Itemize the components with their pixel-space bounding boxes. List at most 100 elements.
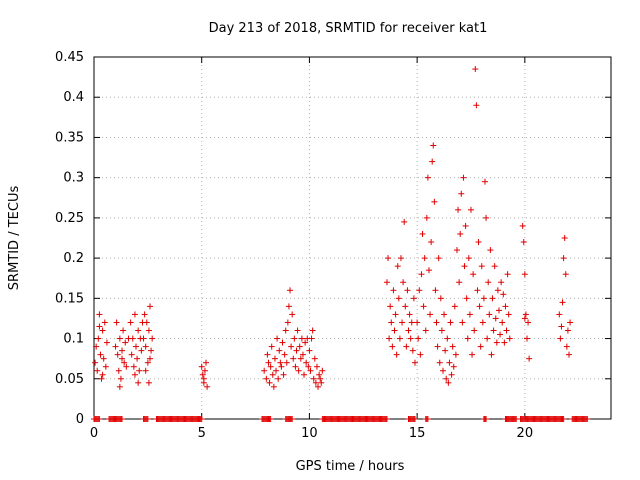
zero-data-point <box>144 416 151 422</box>
data-point <box>451 303 458 310</box>
data-point <box>284 319 291 326</box>
data-point <box>446 359 453 366</box>
data-point <box>128 351 135 358</box>
data-point <box>464 335 471 342</box>
data-point <box>475 239 482 246</box>
data-point <box>480 295 487 302</box>
data-point <box>298 335 305 342</box>
data-point <box>311 355 318 362</box>
data-point <box>305 363 312 370</box>
data-point <box>147 303 154 310</box>
data-point <box>141 311 148 318</box>
zero-data-point <box>198 416 205 422</box>
data-point <box>295 367 302 374</box>
data-point <box>97 351 104 358</box>
data-point <box>418 271 425 278</box>
data-point <box>198 363 205 370</box>
data-point <box>117 375 124 382</box>
data-point <box>462 222 469 229</box>
data-point <box>471 327 478 334</box>
data-point <box>505 311 512 318</box>
y-tick-label: 0.05 <box>55 372 84 387</box>
data-point <box>556 311 563 318</box>
data-point <box>523 335 530 342</box>
y-tick-label: 0.4 <box>63 90 84 105</box>
data-point <box>94 367 101 374</box>
data-point <box>389 343 396 350</box>
data-point <box>476 303 483 310</box>
data-point <box>285 303 292 310</box>
y-tick-label: 0.3 <box>63 171 84 186</box>
data-point <box>199 371 206 378</box>
data-point <box>395 295 402 302</box>
data-point <box>145 327 152 334</box>
data-point <box>397 255 404 262</box>
data-point <box>522 311 529 318</box>
data-point <box>297 355 304 362</box>
data-point <box>521 315 528 322</box>
zero-data-point <box>560 416 567 422</box>
data-point <box>447 319 454 326</box>
data-point <box>419 230 426 237</box>
data-point <box>307 367 314 374</box>
data-point <box>487 247 494 254</box>
data-point <box>275 375 282 382</box>
data-point <box>130 363 137 370</box>
data-point <box>442 347 449 354</box>
data-point <box>201 367 208 374</box>
data-point <box>142 343 149 350</box>
data-point <box>283 359 290 366</box>
zero-data-point <box>267 416 274 422</box>
data-point <box>452 351 459 358</box>
data-point <box>99 371 106 378</box>
data-point <box>494 287 501 294</box>
data-point <box>387 303 394 310</box>
data-point <box>465 255 472 262</box>
data-point <box>557 335 564 342</box>
data-point <box>460 174 467 181</box>
data-point <box>562 271 569 278</box>
data-point <box>268 343 275 350</box>
plot-frame <box>93 56 612 420</box>
y-axis-label: SRMTID / TECUs <box>7 186 22 291</box>
data-point <box>401 218 408 225</box>
data-point <box>303 359 310 366</box>
data-point <box>560 255 567 262</box>
data-point <box>399 319 406 326</box>
data-point <box>430 142 437 149</box>
data-point <box>269 371 276 378</box>
data-point <box>479 319 486 326</box>
data-point <box>99 327 106 334</box>
data-point <box>416 287 423 294</box>
data-point <box>438 327 445 334</box>
data-point <box>131 311 138 318</box>
data-point <box>127 319 134 326</box>
data-point <box>455 206 462 213</box>
data-point <box>288 343 295 350</box>
data-point <box>434 343 441 350</box>
data-point <box>271 355 278 362</box>
data-point <box>122 339 129 346</box>
mark-layer <box>91 66 591 422</box>
data-point <box>313 363 320 370</box>
data-point <box>261 367 268 374</box>
zero-data-point <box>483 416 490 422</box>
x-tick-label: 0 <box>90 426 98 441</box>
data-point <box>98 375 105 382</box>
data-point <box>131 371 138 378</box>
data-point <box>200 379 207 386</box>
data-point <box>405 327 412 334</box>
data-point <box>429 158 436 165</box>
data-point <box>453 247 460 254</box>
data-point <box>394 263 401 270</box>
data-point <box>437 295 444 302</box>
data-point <box>294 327 301 334</box>
data-point <box>506 335 513 342</box>
data-point <box>281 351 288 358</box>
y-tick-label: 0.2 <box>63 251 84 266</box>
data-point <box>302 339 309 346</box>
data-point <box>423 214 430 221</box>
data-point <box>450 363 457 370</box>
data-point <box>290 355 297 362</box>
data-point <box>466 311 473 318</box>
